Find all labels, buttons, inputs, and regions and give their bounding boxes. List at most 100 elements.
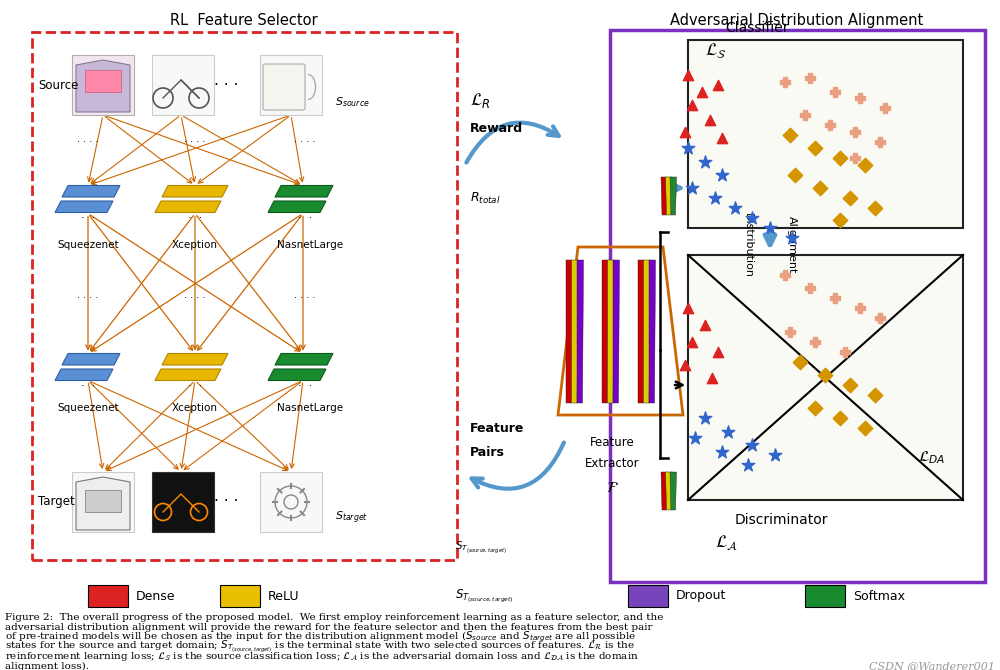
Polygon shape xyxy=(608,260,614,403)
Point xyxy=(807,143,823,153)
Polygon shape xyxy=(155,369,221,381)
Text: Target: Target xyxy=(38,496,75,509)
Polygon shape xyxy=(572,260,578,403)
Polygon shape xyxy=(76,60,130,112)
Point xyxy=(744,440,760,450)
FancyBboxPatch shape xyxy=(88,585,128,607)
Point xyxy=(872,137,888,147)
FancyBboxPatch shape xyxy=(72,55,134,115)
Point xyxy=(832,153,848,163)
FancyArrowPatch shape xyxy=(472,443,564,488)
Polygon shape xyxy=(613,260,620,403)
Text: Reward: Reward xyxy=(470,121,523,135)
Point xyxy=(817,370,833,381)
FancyBboxPatch shape xyxy=(628,585,668,607)
Polygon shape xyxy=(275,354,333,365)
Text: · · ·: · · · xyxy=(214,494,238,509)
Text: ·  ·: · · xyxy=(298,381,312,391)
Text: · · · ·: · · · · xyxy=(294,293,316,303)
Point xyxy=(857,423,873,433)
Polygon shape xyxy=(85,490,121,512)
Text: Dropout: Dropout xyxy=(676,590,726,602)
Polygon shape xyxy=(62,186,120,197)
Text: Xception: Xception xyxy=(172,240,218,250)
Polygon shape xyxy=(577,260,584,403)
Text: Discriminator: Discriminator xyxy=(735,513,828,527)
Text: $\mathcal{L}_{\mathcal{A}}$: $\mathcal{L}_{\mathcal{A}}$ xyxy=(715,533,738,551)
Text: adversarial distribution alignment will provide the reward for the feature selec: adversarial distribution alignment will … xyxy=(5,622,652,632)
Polygon shape xyxy=(155,201,221,212)
Text: ·  ·: · · xyxy=(188,213,202,223)
Text: · · · ·: · · · · xyxy=(77,293,99,303)
Text: alignment loss).: alignment loss). xyxy=(5,661,89,670)
Point xyxy=(744,212,760,223)
Text: Squeezenet: Squeezenet xyxy=(57,240,119,250)
Point xyxy=(697,320,713,330)
Point xyxy=(714,133,730,143)
Point xyxy=(697,413,713,423)
Text: RL  Feature Selector: RL Feature Selector xyxy=(170,13,318,27)
FancyBboxPatch shape xyxy=(220,585,260,607)
Polygon shape xyxy=(638,260,644,403)
Point xyxy=(680,303,696,314)
Text: $S_{source}$: $S_{source}$ xyxy=(335,95,370,109)
Point xyxy=(694,86,710,97)
Point xyxy=(677,360,693,371)
Point xyxy=(687,433,703,444)
Polygon shape xyxy=(566,260,572,403)
Polygon shape xyxy=(55,201,113,212)
Point xyxy=(822,120,838,131)
Polygon shape xyxy=(666,177,672,215)
FancyBboxPatch shape xyxy=(688,40,963,228)
Text: · · · ·: · · · · xyxy=(77,137,99,147)
Text: · · · ·: · · · · xyxy=(184,293,206,303)
Polygon shape xyxy=(661,472,668,510)
Polygon shape xyxy=(644,260,650,403)
Point xyxy=(782,327,798,338)
FancyBboxPatch shape xyxy=(260,472,322,532)
FancyArrowPatch shape xyxy=(466,123,559,163)
Text: ·  ·: · · xyxy=(81,381,95,391)
Text: Extractor: Extractor xyxy=(585,456,639,470)
Point xyxy=(727,202,743,213)
Point xyxy=(740,460,756,470)
Text: $\mathcal{L}_{R}$: $\mathcal{L}_{R}$ xyxy=(470,90,491,109)
Text: $R_{total}$: $R_{total}$ xyxy=(470,190,501,206)
Text: Xception: Xception xyxy=(172,403,218,413)
Text: $\mathcal{L}_{\mathcal{S}}$: $\mathcal{L}_{\mathcal{S}}$ xyxy=(705,40,727,60)
Point xyxy=(702,115,718,125)
FancyArrowPatch shape xyxy=(671,183,681,193)
Point xyxy=(807,336,823,347)
FancyBboxPatch shape xyxy=(260,55,322,115)
Point xyxy=(714,447,730,458)
Polygon shape xyxy=(666,472,672,510)
FancyBboxPatch shape xyxy=(72,472,134,532)
Point xyxy=(847,153,863,163)
Point xyxy=(777,76,793,87)
Text: · · ·: · · · xyxy=(214,78,238,92)
Point xyxy=(877,103,893,113)
Point xyxy=(827,293,843,304)
Text: ReLU: ReLU xyxy=(268,590,300,602)
Point xyxy=(837,346,853,357)
Text: Classifier: Classifier xyxy=(725,21,788,35)
Text: Feature: Feature xyxy=(470,421,524,435)
Polygon shape xyxy=(661,177,668,215)
Point xyxy=(684,100,700,111)
Text: Dense: Dense xyxy=(136,590,176,602)
Point xyxy=(832,214,848,225)
Point xyxy=(802,283,818,293)
Point xyxy=(792,356,808,367)
FancyBboxPatch shape xyxy=(610,30,985,582)
Text: Distribution: Distribution xyxy=(743,212,753,277)
Point xyxy=(852,303,868,314)
Text: Figure 2:  The overall progress of the proposed model.  We first employ reinforc: Figure 2: The overall progress of the pr… xyxy=(5,612,663,622)
Text: reinforcement learning loss; $\mathcal{L}_{\mathcal{S}}$ is the source classific: reinforcement learning loss; $\mathcal{L… xyxy=(5,651,639,663)
Point xyxy=(680,143,696,153)
Point xyxy=(714,170,730,180)
Point xyxy=(857,159,873,170)
Point xyxy=(782,129,798,140)
Text: ·  ·: · · xyxy=(188,381,202,391)
Text: Softmax: Softmax xyxy=(853,590,905,602)
Point xyxy=(787,170,803,180)
